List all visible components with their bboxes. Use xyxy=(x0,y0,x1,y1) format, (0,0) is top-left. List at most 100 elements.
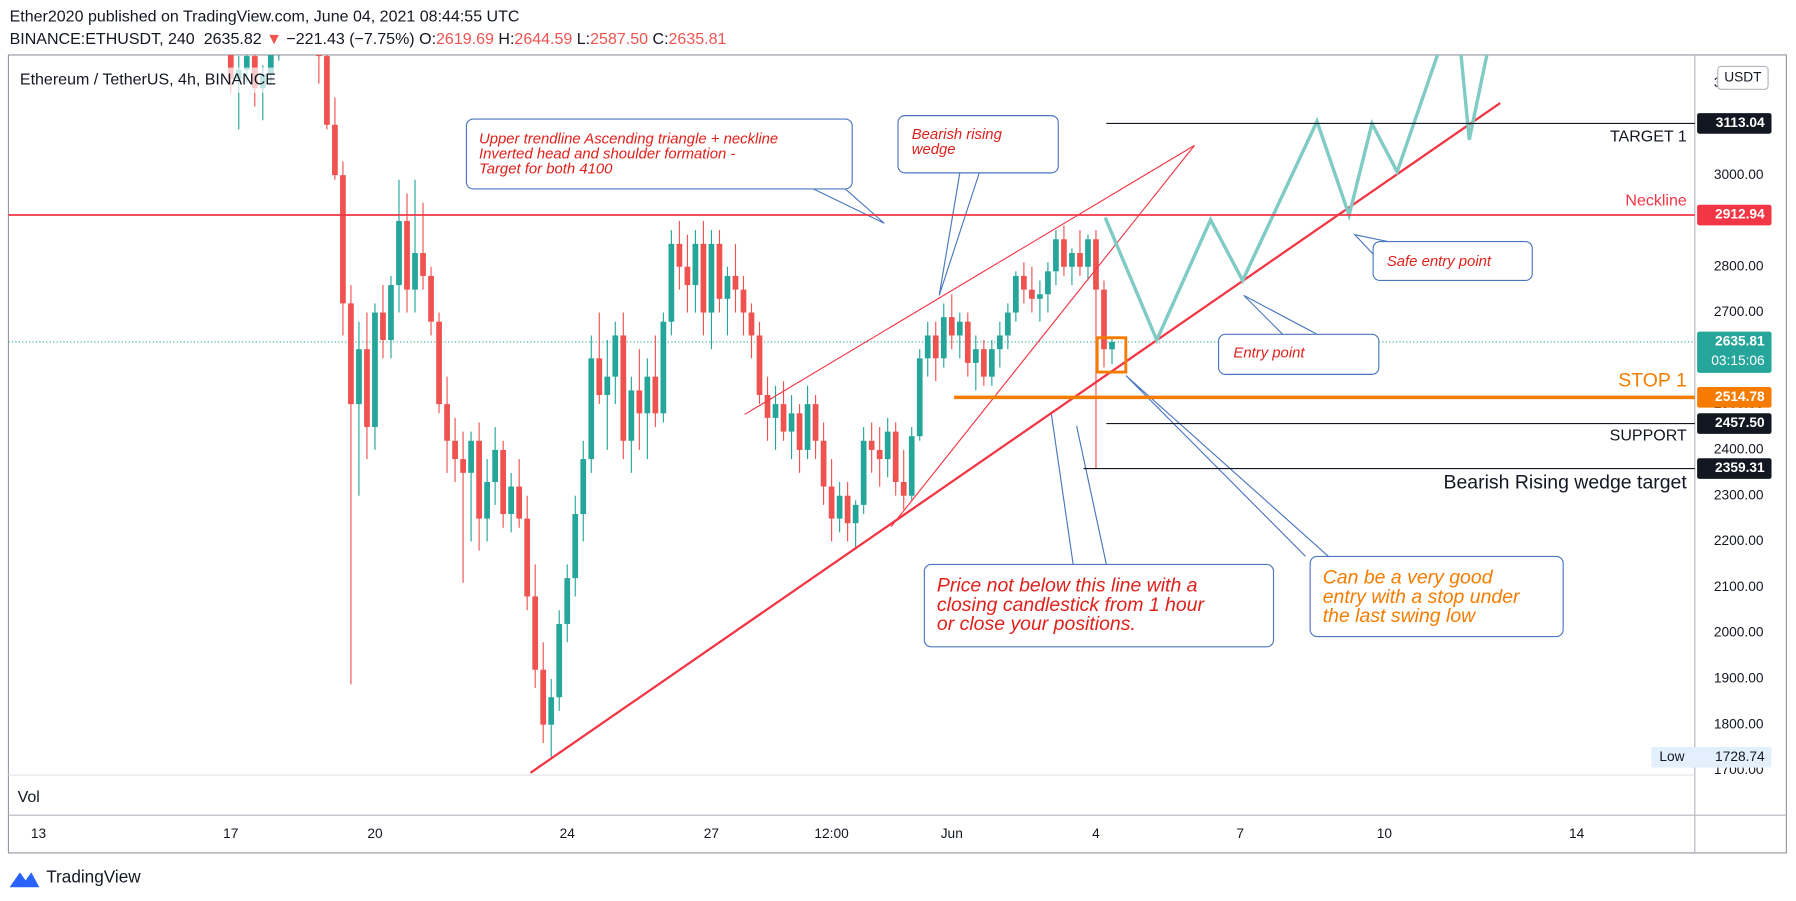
level-price-box xyxy=(1697,113,1772,134)
candle-body xyxy=(332,124,338,176)
callout-text: Entry point xyxy=(1233,346,1305,362)
candle-body xyxy=(740,289,747,313)
candle-body xyxy=(468,440,474,473)
candle-body xyxy=(1053,239,1059,272)
candle-body xyxy=(724,275,731,299)
candle-body xyxy=(788,413,795,432)
candle-body xyxy=(1004,312,1011,336)
brand-logo xyxy=(9,872,40,888)
low-value: 1728.74 xyxy=(1715,749,1765,764)
candle-body xyxy=(804,404,811,450)
candle-body xyxy=(532,596,539,670)
candle-body xyxy=(516,486,523,519)
callout-box xyxy=(897,115,1059,174)
level-name: Bearish Rising wedge target xyxy=(1443,472,1687,494)
callout-text: entry with a stop under xyxy=(1323,586,1521,608)
callout-box xyxy=(1217,333,1380,375)
callout-box xyxy=(923,563,1275,648)
candle-body xyxy=(812,404,819,441)
candle-body xyxy=(436,321,442,405)
candle-body xyxy=(948,317,955,336)
candle-body xyxy=(412,253,418,290)
candle-body xyxy=(428,275,434,322)
candle-body xyxy=(612,335,619,377)
candle-body xyxy=(916,358,923,437)
candle-body xyxy=(900,481,907,496)
candle-body xyxy=(588,358,595,460)
candle-body xyxy=(668,243,675,322)
candle-body xyxy=(444,404,450,441)
candle-body xyxy=(988,349,995,377)
last-price-label: 2635.81 xyxy=(1715,334,1765,349)
candle-body xyxy=(372,312,378,428)
candle-body xyxy=(860,440,867,505)
callout-text: Price not below this line with a xyxy=(937,574,1198,596)
candle-body xyxy=(868,440,875,450)
change: −221.43 (−7.75%) xyxy=(286,30,414,48)
candle-body xyxy=(692,243,699,286)
candle-body xyxy=(452,440,458,460)
projection-path xyxy=(1103,54,1489,345)
ohlc-key: C: xyxy=(653,30,669,48)
wedge-line xyxy=(890,145,1195,527)
candles xyxy=(8,54,1695,758)
volume-label: Vol xyxy=(18,788,40,806)
callout-box xyxy=(1372,240,1533,282)
candle-body xyxy=(708,243,715,313)
levels: 3113.04 2912.94 2514.78 2457.50 2359.31 2635.… xyxy=(1651,113,1772,768)
chart-title: Ethereum / TetherUS, 4h, BINANCE xyxy=(20,70,276,88)
candle-body xyxy=(596,358,603,395)
candle-body xyxy=(660,321,667,414)
callout-tail xyxy=(1076,425,1107,565)
candle-body xyxy=(1093,239,1099,290)
candle-body xyxy=(548,697,555,725)
candle-body xyxy=(1061,239,1067,267)
candle-body xyxy=(828,486,835,519)
candle-body xyxy=(492,449,498,482)
candle-body xyxy=(404,220,410,290)
arrow: ▼ xyxy=(266,30,282,48)
wedge-line xyxy=(744,144,1195,415)
candle-body xyxy=(396,220,402,286)
candle-body xyxy=(676,243,683,267)
candle-body xyxy=(1069,253,1075,267)
y-tick-label: 1800.00 xyxy=(1714,716,1764,731)
candle-body xyxy=(876,449,883,460)
candle-body xyxy=(908,436,915,496)
publisher-line: Ether2020 published on TradingView.com, … xyxy=(10,7,520,25)
candle-body xyxy=(556,623,563,698)
y-tick-label: 2100.00 xyxy=(1714,579,1764,594)
callout-text: or close your positions. xyxy=(937,613,1136,635)
candle-body xyxy=(844,495,851,524)
title-backdrop xyxy=(14,67,301,93)
candle-body xyxy=(324,56,330,125)
callout-tail xyxy=(1243,294,1318,335)
candle-body xyxy=(227,54,234,79)
level-name: Neckline xyxy=(1625,192,1687,210)
level-price-box xyxy=(1697,413,1772,434)
candle-body xyxy=(716,243,723,299)
callout-tail xyxy=(1125,375,1329,557)
candle-body xyxy=(884,431,891,460)
candle-body xyxy=(1037,294,1043,299)
candle-body xyxy=(348,303,354,405)
candle-body xyxy=(356,349,362,405)
candle-body xyxy=(604,376,611,395)
callout-box xyxy=(465,118,853,190)
candle-body xyxy=(756,335,763,395)
callout-text: Inverted head and shoulder formation - xyxy=(479,146,735,162)
candle-body xyxy=(956,321,963,336)
level-name: SUPPORT xyxy=(1610,426,1687,444)
candle-body xyxy=(732,275,739,290)
level-price-box xyxy=(1697,204,1772,226)
callout-text: Upper trendline Ascending triangle + nec… xyxy=(479,132,778,148)
logo-shape xyxy=(9,872,40,888)
candle-body xyxy=(940,317,947,359)
price: 2635.82 xyxy=(204,30,262,48)
candle-body xyxy=(484,481,490,519)
ohlc-value: 2587.50 xyxy=(590,30,648,48)
candle-body xyxy=(1109,341,1115,350)
candle-body xyxy=(1029,289,1035,299)
level-price-label: 3113.04 xyxy=(1716,115,1765,130)
candle-body xyxy=(924,335,931,359)
